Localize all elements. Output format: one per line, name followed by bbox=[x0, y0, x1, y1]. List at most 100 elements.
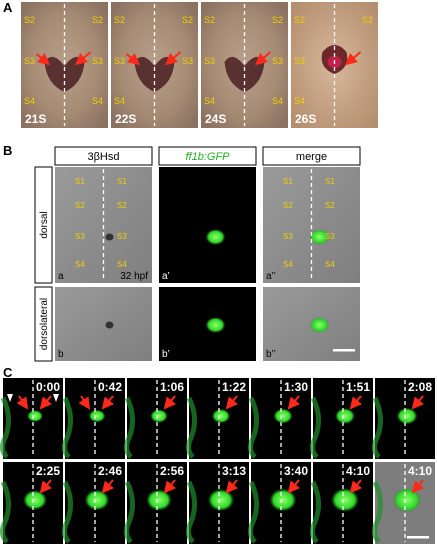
stage-label: 26S bbox=[295, 112, 316, 126]
arrowhead-white bbox=[53, 394, 59, 402]
row-label: dorsal bbox=[39, 211, 50, 238]
segment-label: S4 bbox=[272, 96, 283, 106]
arrow bbox=[16, 395, 29, 410]
column-header: 3βHsd bbox=[87, 151, 119, 163]
gfp-cell bbox=[309, 317, 330, 333]
gfp-cell bbox=[150, 409, 168, 423]
gfp-cell bbox=[205, 229, 226, 245]
time-label: 2:56 bbox=[160, 464, 184, 478]
stage-label: 24S bbox=[205, 112, 226, 126]
subpanel-label: a’’ bbox=[266, 271, 276, 282]
subpanel-label: a bbox=[58, 271, 64, 282]
segment-label: S2 bbox=[182, 15, 193, 25]
gfp-cell bbox=[335, 408, 355, 424]
background-signal bbox=[185, 396, 197, 459]
row-label-box bbox=[34, 286, 53, 362]
time-label: 4:10 bbox=[408, 464, 432, 478]
panel-letter: C bbox=[3, 365, 13, 380]
background-signal bbox=[0, 480, 11, 544]
segment-label: S2 bbox=[75, 201, 85, 210]
segment-label: S4 bbox=[117, 260, 127, 269]
micrograph bbox=[55, 287, 152, 361]
segment-label: S3 bbox=[204, 56, 215, 66]
segment-label: S2 bbox=[92, 15, 103, 25]
arrow bbox=[287, 395, 301, 410]
arrow bbox=[101, 479, 115, 494]
micrograph bbox=[201, 2, 288, 128]
segment-label: S2 bbox=[204, 15, 215, 25]
time-label: 2:25 bbox=[36, 464, 60, 478]
column-header-box bbox=[158, 146, 257, 166]
arrow bbox=[163, 479, 177, 494]
segment-label: S4 bbox=[114, 96, 125, 106]
arrow bbox=[164, 51, 182, 66]
time-label: 0:42 bbox=[98, 380, 122, 394]
micrograph bbox=[111, 2, 198, 128]
background-signal bbox=[247, 480, 259, 544]
gfp-cell bbox=[211, 408, 231, 424]
column-header: ff1b:GFP bbox=[185, 151, 230, 163]
background-signal bbox=[309, 396, 321, 459]
subpanel-label: a’ bbox=[162, 271, 170, 282]
background-signal bbox=[309, 480, 321, 544]
gfp-cell bbox=[88, 409, 106, 423]
arrow bbox=[39, 479, 53, 494]
time-label: 1:30 bbox=[284, 380, 308, 394]
gfp-cell bbox=[331, 488, 359, 512]
gfp-cell bbox=[146, 489, 172, 511]
time-label: 3:13 bbox=[222, 464, 246, 478]
segment-label: S4 bbox=[283, 260, 293, 269]
arrow bbox=[349, 395, 363, 410]
background-signal bbox=[123, 480, 135, 544]
time-label: 1:06 bbox=[160, 380, 184, 394]
gfp-cell bbox=[23, 490, 47, 510]
time-label: 4:10 bbox=[346, 464, 370, 478]
arrow bbox=[225, 479, 239, 494]
segment-label: S4 bbox=[294, 96, 305, 106]
time-label: 1:51 bbox=[346, 380, 370, 394]
background-signal bbox=[371, 480, 383, 544]
subpanel-label: b bbox=[58, 349, 64, 360]
panel-letter: B bbox=[3, 143, 12, 158]
column-header-box bbox=[262, 146, 361, 166]
segment-label: S3 bbox=[117, 232, 127, 241]
arrow bbox=[287, 479, 301, 494]
arrow bbox=[254, 51, 272, 66]
time-label: 2:46 bbox=[98, 464, 122, 478]
segment-label: S2 bbox=[272, 15, 283, 25]
background-signal bbox=[0, 396, 11, 459]
row-label-box bbox=[34, 166, 53, 284]
time-label: 0:00 bbox=[36, 380, 60, 394]
segment-label: S3 bbox=[294, 56, 305, 66]
segment-label: S3 bbox=[114, 56, 125, 66]
segment-label: S1 bbox=[75, 177, 85, 186]
segment-label: S1 bbox=[283, 177, 293, 186]
micrograph bbox=[159, 167, 256, 283]
segment-label: S2 bbox=[362, 15, 373, 25]
arrow bbox=[101, 395, 115, 410]
arrow bbox=[411, 395, 425, 410]
arrow bbox=[74, 51, 92, 66]
background-signal bbox=[185, 480, 197, 544]
segment-label: S3 bbox=[325, 232, 335, 241]
stage-label: 21S bbox=[25, 112, 46, 126]
arrow bbox=[78, 395, 91, 410]
subpanel-label: b’’ bbox=[266, 349, 276, 360]
segment-label: S3 bbox=[92, 56, 103, 66]
arrow bbox=[225, 395, 239, 410]
gfp-cell bbox=[27, 410, 43, 422]
arrow bbox=[344, 51, 362, 66]
arrow bbox=[39, 395, 53, 410]
time-label: 2:08 bbox=[408, 380, 432, 394]
gfp-cell bbox=[207, 488, 235, 512]
arrowhead-white bbox=[7, 394, 13, 402]
micrograph bbox=[21, 2, 108, 128]
subpanel-label: b’ bbox=[162, 349, 170, 360]
scale-bar bbox=[407, 536, 429, 539]
gfp-cell bbox=[84, 489, 110, 511]
segment-label: S2 bbox=[117, 201, 127, 210]
background-signal bbox=[247, 396, 259, 459]
gfp-cell bbox=[205, 317, 226, 333]
